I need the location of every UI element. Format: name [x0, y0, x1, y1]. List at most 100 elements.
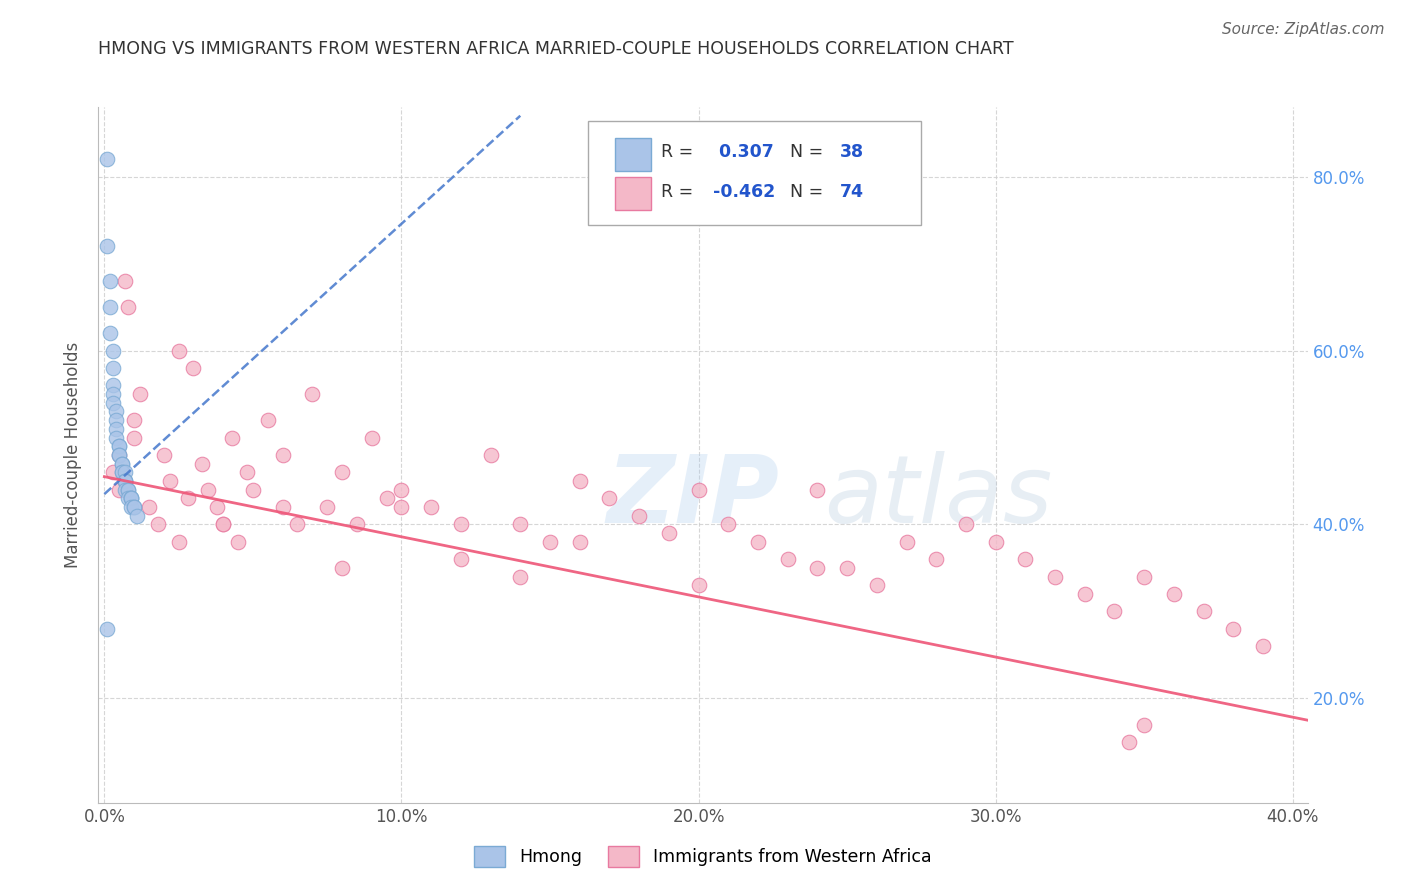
Point	[717, 517, 740, 532]
Point	[391, 500, 413, 514]
Point	[108, 439, 131, 453]
Point	[1104, 605, 1126, 619]
Point	[96, 622, 118, 636]
Point	[197, 483, 219, 497]
Point	[212, 517, 235, 532]
Point	[114, 483, 136, 497]
Point	[360, 430, 382, 444]
Point	[212, 517, 235, 532]
Point	[120, 500, 142, 514]
Point	[108, 448, 131, 462]
Point	[120, 491, 142, 506]
Point	[103, 361, 125, 376]
Text: -0.462: -0.462	[713, 183, 775, 201]
Point	[138, 500, 160, 514]
Point	[122, 500, 145, 514]
Point	[271, 448, 294, 462]
Point	[122, 500, 145, 514]
Point	[108, 483, 131, 497]
Point	[450, 517, 472, 532]
Text: 0.307: 0.307	[713, 143, 773, 161]
Point	[242, 483, 264, 497]
Point	[776, 552, 799, 566]
Point	[176, 491, 198, 506]
Point	[1043, 570, 1066, 584]
Bar	[614, 177, 651, 210]
Point	[108, 448, 131, 462]
Point	[806, 483, 828, 497]
Point	[191, 457, 214, 471]
Point	[207, 500, 229, 514]
Point	[103, 343, 125, 358]
Point	[108, 448, 131, 462]
Point	[301, 387, 323, 401]
Point	[1133, 717, 1156, 731]
Point	[114, 474, 136, 488]
Point	[256, 413, 278, 427]
Text: 38: 38	[839, 143, 863, 161]
Point	[98, 300, 121, 314]
Point	[105, 422, 128, 436]
Point	[96, 239, 118, 253]
Text: ZIP: ZIP	[606, 450, 779, 542]
Point	[96, 152, 118, 166]
Point	[835, 561, 858, 575]
Point	[105, 413, 128, 427]
Point	[122, 413, 145, 427]
Bar	[614, 137, 651, 171]
Point	[117, 483, 139, 497]
Point	[152, 448, 174, 462]
Text: R =: R =	[661, 143, 699, 161]
Point	[316, 500, 339, 514]
Point	[747, 534, 769, 549]
Point	[114, 274, 136, 288]
Point	[450, 552, 472, 566]
Point	[111, 457, 134, 471]
Text: Source: ZipAtlas.com: Source: ZipAtlas.com	[1222, 22, 1385, 37]
Point	[125, 508, 148, 523]
Point	[183, 361, 205, 376]
Point	[120, 491, 142, 506]
Point	[129, 387, 152, 401]
Point	[509, 517, 531, 532]
Point	[105, 430, 128, 444]
Text: atlas: atlas	[824, 451, 1052, 542]
Point	[122, 430, 145, 444]
Point	[108, 439, 131, 453]
Point	[955, 517, 977, 532]
Point	[236, 466, 259, 480]
Point	[111, 457, 134, 471]
Point	[117, 300, 139, 314]
Point	[346, 517, 368, 532]
Point	[103, 387, 125, 401]
Point	[1192, 605, 1215, 619]
Point	[117, 483, 139, 497]
Point	[114, 466, 136, 480]
Point	[120, 491, 142, 506]
Point	[479, 448, 502, 462]
Text: 74: 74	[839, 183, 863, 201]
Point	[509, 570, 531, 584]
Point	[568, 534, 591, 549]
FancyBboxPatch shape	[588, 121, 921, 226]
Legend: Hmong, Immigrants from Western Africa: Hmong, Immigrants from Western Africa	[467, 839, 939, 874]
Point	[226, 534, 249, 549]
Point	[925, 552, 948, 566]
Point	[391, 483, 413, 497]
Point	[114, 474, 136, 488]
Point	[1074, 587, 1097, 601]
Point	[114, 474, 136, 488]
Text: N =: N =	[790, 143, 828, 161]
Point	[221, 430, 243, 444]
Point	[167, 534, 190, 549]
Point	[628, 508, 651, 523]
Point	[146, 517, 169, 532]
Point	[159, 474, 181, 488]
Y-axis label: Married-couple Households: Married-couple Households	[65, 342, 83, 568]
Point	[568, 474, 591, 488]
Point	[1118, 735, 1140, 749]
Point	[271, 500, 294, 514]
Point	[806, 561, 828, 575]
Point	[330, 561, 353, 575]
Point	[98, 326, 121, 340]
